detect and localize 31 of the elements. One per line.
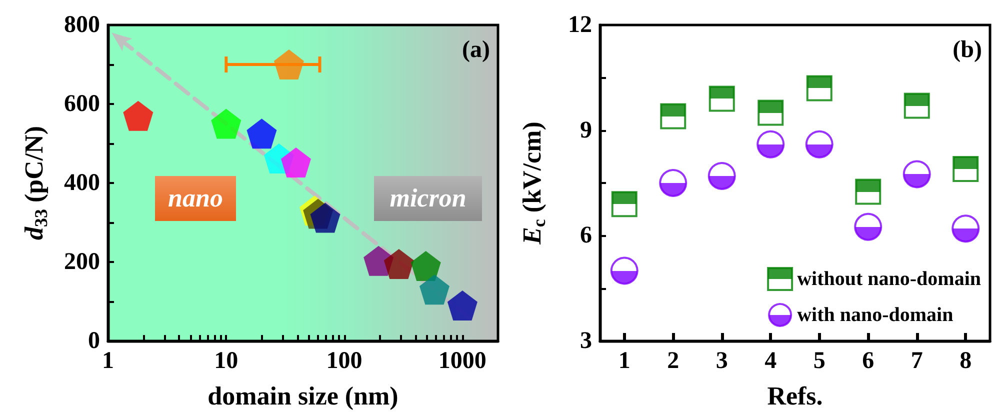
y-axis-title: d33 (pC/N) (20, 126, 51, 240)
legend-label: without nano-domain (797, 268, 981, 290)
x-tick-label: 7 (910, 348, 923, 374)
x-tick-label: 100 (326, 348, 362, 374)
x-tick-label: 1000 (438, 348, 486, 374)
annotation: (a) (462, 37, 490, 63)
x-tick-label: 8 (960, 348, 972, 374)
x-tick-label: 6 (862, 348, 874, 374)
y-tick-label: 800 (64, 12, 100, 38)
annotation: micron (390, 184, 466, 212)
x-tick-label: 1 (102, 348, 114, 374)
y-axis-title: Ec (kV/cm) (518, 122, 549, 246)
x-tick-label: 5 (813, 348, 826, 374)
x-tick-label: 10 (214, 348, 238, 374)
y-tick-label: 200 (64, 249, 100, 275)
legend-label: with nano-domain (797, 304, 954, 326)
y-tick-label: 6 (580, 222, 592, 249)
y-tick-label: 9 (580, 117, 592, 144)
annotation: nano (168, 184, 223, 212)
x-axis-title: Refs. (767, 382, 823, 410)
y-tick-label: 3 (580, 328, 592, 354)
x-tick-label: 1 (618, 348, 630, 374)
y-tick-label: 12 (568, 12, 592, 38)
y-tick-label: 400 (64, 170, 100, 196)
x-tick-label: 2 (667, 348, 680, 374)
annotation: (b) (952, 37, 982, 63)
x-axis-title: domain size (nm) (208, 382, 398, 410)
y-tick-label: 0 (88, 328, 100, 354)
x-tick-label: 3 (716, 348, 728, 374)
x-tick-label: 4 (764, 348, 777, 374)
y-tick-label: 600 (64, 91, 100, 117)
